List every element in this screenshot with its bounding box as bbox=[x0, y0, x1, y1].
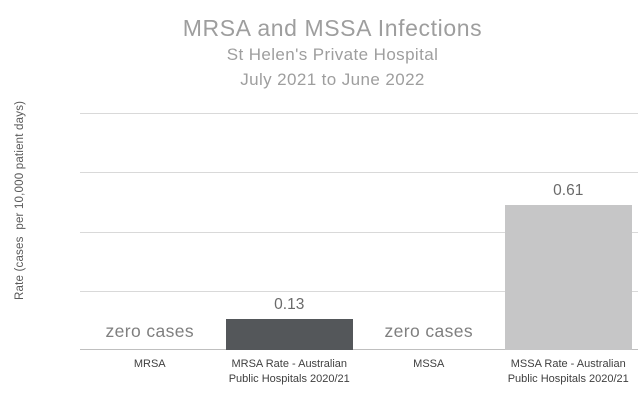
plot-area: zero cases 0.13 zero cases 0.61 bbox=[80, 113, 638, 350]
bar-mrsa-rate bbox=[225, 319, 353, 350]
category-cells: zero cases 0.13 zero cases 0.61 bbox=[80, 113, 638, 350]
gridline bbox=[80, 172, 638, 173]
x-axis-line bbox=[80, 349, 638, 350]
x-axis-label-mssa-rate: MSSA Rate - Australian Public Hospitals … bbox=[507, 358, 629, 386]
zero-cases-label-mrsa: zero cases bbox=[105, 321, 195, 341]
category-cell-mrsa: zero cases bbox=[80, 113, 220, 350]
y-axis-title: Rate (cases per 10,000 patient days) bbox=[14, 100, 26, 300]
chart-title: MRSA and MSSA Infections bbox=[182, 15, 483, 41]
gridline bbox=[80, 291, 638, 292]
gridline bbox=[80, 113, 638, 114]
zero-cases-label-mssa: zero cases bbox=[384, 321, 474, 341]
gridline bbox=[80, 232, 638, 233]
category-cell-mssa: zero cases bbox=[359, 113, 499, 350]
data-label-mssa-rate: 0.61 bbox=[553, 182, 584, 199]
chart-period: July 2021 to June 2022 bbox=[240, 69, 425, 89]
x-axis-labels: MRSA MRSA Rate - Australian Public Hospi… bbox=[80, 357, 638, 388]
bar-mssa-rate bbox=[504, 205, 632, 350]
data-label-mrsa-rate: 0.13 bbox=[274, 296, 305, 313]
x-axis-label-mrsa: MRSA bbox=[133, 358, 166, 370]
x-axis-label-mrsa-rate: MRSA Rate - Australian Public Hospitals … bbox=[228, 358, 350, 386]
x-axis-label-mssa: MSSA bbox=[413, 358, 445, 370]
chart-header: MRSA and MSSA Infections St Helen's Priv… bbox=[22, 15, 643, 90]
category-cell-mrsa-rate: 0.13 bbox=[220, 113, 360, 350]
chart-subtitle: St Helen's Private Hospital bbox=[226, 45, 439, 65]
category-cell-mssa-rate: 0.61 bbox=[499, 113, 639, 350]
